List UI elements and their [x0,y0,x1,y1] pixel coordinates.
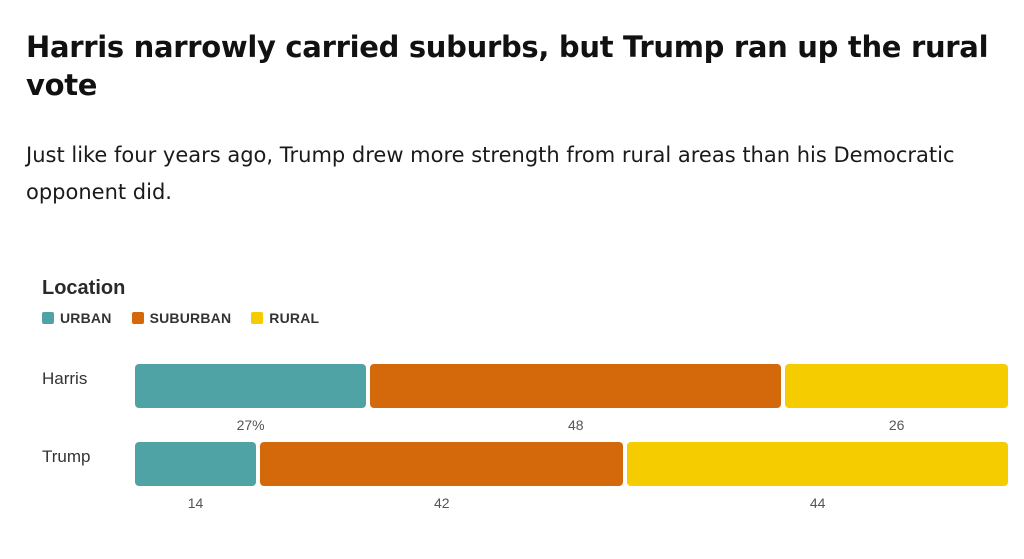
bar-harris-urban [135,364,367,408]
value-label-harris-suburban: 48 [567,417,584,433]
value-label-trump-rural: 44 [809,495,826,511]
legend-swatch [251,312,264,324]
value-label-harris-rural: 26 [888,417,905,433]
legend-label: RURAL [269,310,320,326]
value-label-harris-urban: 27% [236,417,265,433]
legend-title: Location [42,277,126,299]
legend: URBAN SUBURBAN RURAL [42,309,339,327]
legend-swatch [42,312,54,324]
legend-label: SUBURBAN [149,310,232,326]
chart-subtitle: Just like four years ago, Trump drew mor… [26,143,955,204]
legend-item-suburban: SUBURBAN [131,310,232,326]
legend-item-urban: URBAN [42,310,112,326]
legend-swatch [131,312,144,324]
row-label-trump: Trump [42,447,91,466]
bar-trump-urban [135,442,257,486]
chart-title: Harris narrowly carried suburbs, but Tru… [26,30,989,102]
value-label-trump-suburban: 42 [433,495,450,511]
bar-harris-rural [785,364,1008,408]
bar-harris-suburban [370,364,782,408]
legend-label: URBAN [60,310,112,326]
bar-trump-rural [627,442,1008,486]
value-label-trump-urban: 14 [187,495,204,511]
row-label-harris: Harris [42,369,88,388]
legend-item-rural: RURAL [251,310,319,326]
bar-trump-suburban [260,442,624,486]
